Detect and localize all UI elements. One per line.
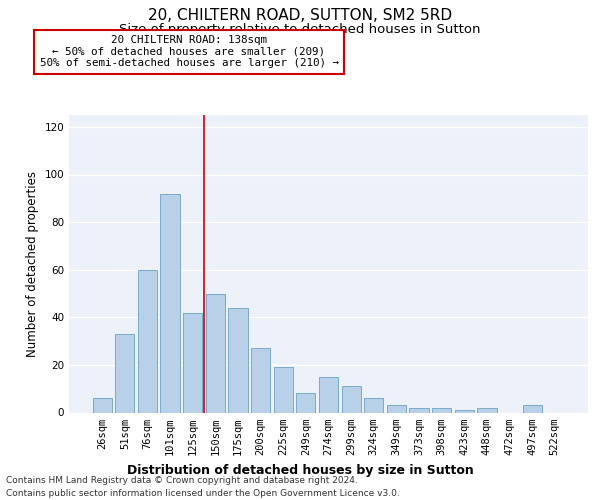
- Text: 20, CHILTERN ROAD, SUTTON, SM2 5RD: 20, CHILTERN ROAD, SUTTON, SM2 5RD: [148, 8, 452, 22]
- Bar: [432, 408, 451, 412]
- Bar: [92, 398, 112, 412]
- Bar: [206, 294, 225, 412]
- Text: Size of property relative to detached houses in Sutton: Size of property relative to detached ho…: [119, 22, 481, 36]
- Bar: [251, 348, 270, 412]
- Bar: [409, 408, 428, 412]
- Text: Contains HM Land Registry data © Crown copyright and database right 2024.: Contains HM Land Registry data © Crown c…: [6, 476, 358, 485]
- Text: 20 CHILTERN ROAD: 138sqm
← 50% of detached houses are smaller (209)
50% of semi-: 20 CHILTERN ROAD: 138sqm ← 50% of detach…: [40, 35, 338, 68]
- Bar: [296, 394, 316, 412]
- Bar: [229, 308, 248, 412]
- Text: Contains public sector information licensed under the Open Government Licence v3: Contains public sector information licen…: [6, 489, 400, 498]
- Bar: [364, 398, 383, 412]
- Bar: [319, 377, 338, 412]
- Bar: [115, 334, 134, 412]
- Bar: [523, 406, 542, 412]
- Bar: [455, 410, 474, 412]
- Bar: [274, 368, 293, 412]
- Bar: [160, 194, 180, 412]
- Bar: [477, 408, 497, 412]
- Y-axis label: Number of detached properties: Number of detached properties: [26, 171, 39, 357]
- Bar: [183, 312, 202, 412]
- Text: Distribution of detached houses by size in Sutton: Distribution of detached houses by size …: [127, 464, 473, 477]
- Bar: [341, 386, 361, 412]
- Bar: [138, 270, 157, 412]
- Bar: [387, 406, 406, 412]
